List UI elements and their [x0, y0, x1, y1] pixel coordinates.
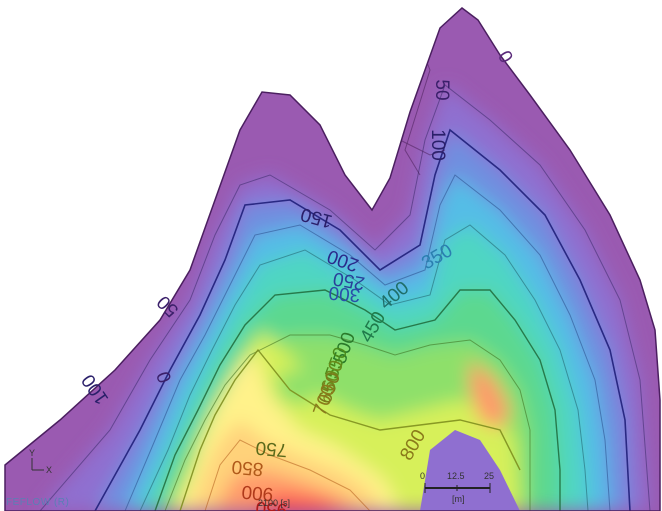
scale-tick-0: 0 — [420, 471, 425, 481]
contour-label: 50 — [431, 79, 452, 100]
scale-unit: [m] — [452, 494, 465, 504]
scale-tick-25: 25 — [484, 471, 494, 481]
scale-bar: 0 12.5 25 [m] — [420, 471, 494, 504]
contour-label: 100 — [427, 129, 448, 161]
scale-tick-12-5: 12.5 — [447, 471, 465, 481]
contour-label: 300 — [328, 282, 361, 306]
contour-label: 850 — [231, 456, 264, 480]
contour-label: 750 — [255, 437, 288, 461]
contour-lines — [39, 19, 651, 511]
axis-x-label: X — [46, 465, 52, 475]
view-time-readout: 2100 [s] — [258, 498, 290, 508]
contour-label: 900 — [241, 481, 274, 505]
contour-label: 950 — [255, 497, 288, 511]
axis-y-label: Y — [29, 448, 35, 458]
feflow-brand-watermark: FEFLOW (R) — [6, 497, 69, 508]
axes-indicator: Y X — [29, 448, 52, 475]
